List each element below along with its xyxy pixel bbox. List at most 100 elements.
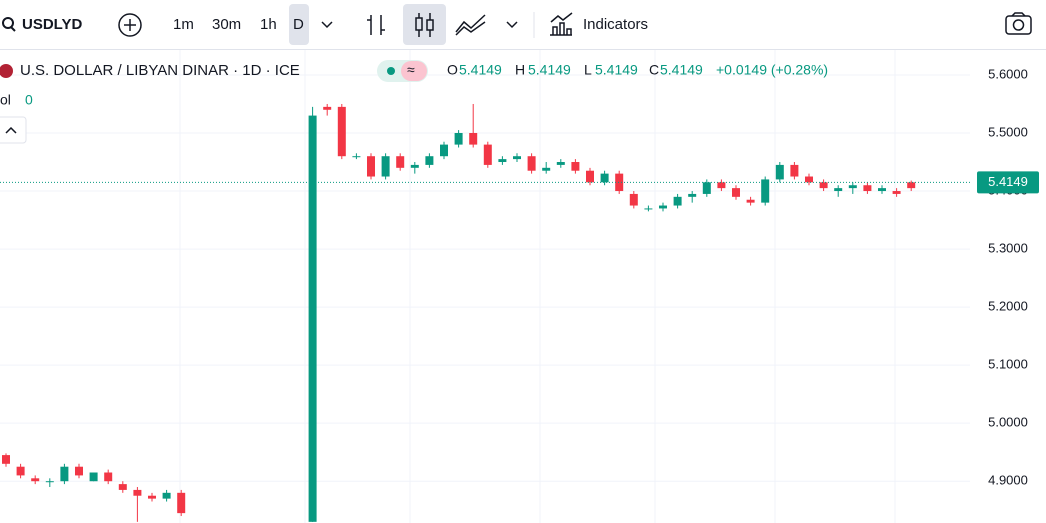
candle-body bbox=[702, 182, 711, 194]
last-price-label: 5.4149 bbox=[988, 174, 1028, 189]
data-status-icon: ≈ bbox=[407, 62, 415, 78]
candle-body bbox=[104, 472, 113, 482]
candle-body bbox=[556, 162, 565, 165]
y-tick-label: 4.9000 bbox=[988, 473, 1028, 488]
candle-style-button[interactable] bbox=[415, 13, 434, 37]
indicators-label[interactable]: Indicators bbox=[583, 16, 648, 33]
ohlc-value: 5.4149 bbox=[595, 62, 638, 78]
candle-body bbox=[673, 196, 682, 206]
candle-body bbox=[323, 106, 332, 110]
candle-body bbox=[527, 156, 536, 171]
candle-body bbox=[148, 495, 156, 499]
candle-body bbox=[644, 208, 653, 210]
candle-body bbox=[396, 156, 405, 168]
candle-body bbox=[746, 199, 755, 203]
candle-body bbox=[454, 132, 463, 145]
series-title: U.S. DOLLAR / LIBYAN DINAR · 1D · ICE bbox=[20, 62, 300, 79]
market-dot bbox=[387, 67, 395, 75]
candle-body bbox=[878, 188, 886, 192]
candle-body bbox=[60, 466, 69, 482]
candle-body bbox=[352, 156, 361, 158]
plot bbox=[0, 74, 970, 522]
candle-style-active-bg[interactable] bbox=[403, 4, 446, 45]
ohlc-value: 5.4149 bbox=[528, 62, 571, 78]
candle-body bbox=[513, 156, 521, 160]
y-tick-label: 5.5000 bbox=[988, 124, 1028, 139]
data-status[interactable] bbox=[401, 61, 427, 81]
symbol-search[interactable]: USDLYD bbox=[2, 16, 82, 33]
indicators-button[interactable]: Indicators bbox=[550, 12, 648, 36]
collapse-legend[interactable] bbox=[0, 116, 27, 144]
bar-style-button[interactable] bbox=[367, 15, 385, 35]
candle-body bbox=[805, 176, 813, 183]
candle-body bbox=[337, 106, 346, 157]
candle-body bbox=[863, 185, 872, 192]
candle-body bbox=[75, 466, 83, 476]
candle-body bbox=[381, 156, 390, 177]
last-price-badge bbox=[977, 171, 1039, 194]
y-tick-label: 5.1000 bbox=[988, 357, 1028, 372]
candle-body bbox=[907, 182, 916, 189]
symbol-flag bbox=[0, 64, 13, 78]
candle-body bbox=[848, 185, 857, 189]
ohlc-value: 5.4149 bbox=[459, 62, 502, 78]
y-tick-label: 5.0000 bbox=[988, 415, 1028, 430]
interval-active-bg bbox=[289, 4, 309, 45]
ohlc-value: 5.4149 bbox=[660, 62, 703, 78]
y-tick-label: 5.6000 bbox=[988, 66, 1028, 81]
interval[interactable]: 1m bbox=[173, 16, 194, 33]
candle-body bbox=[659, 205, 667, 209]
candle-body bbox=[45, 481, 54, 483]
style-dropdown[interactable] bbox=[506, 21, 518, 29]
candle-body bbox=[308, 115, 317, 522]
candle-body bbox=[469, 132, 478, 145]
candle-body bbox=[410, 164, 419, 168]
vertical-grid bbox=[179, 50, 896, 523]
candle-body bbox=[89, 472, 98, 482]
candle-body bbox=[717, 182, 726, 189]
candle-body bbox=[790, 164, 799, 177]
interval[interactable]: D bbox=[293, 16, 304, 33]
ohlc-label: H bbox=[515, 62, 525, 78]
candle-body bbox=[834, 188, 843, 192]
candle-body bbox=[571, 162, 580, 171]
candle-body bbox=[2, 455, 10, 464]
candle-body bbox=[31, 478, 40, 482]
candle-body bbox=[775, 164, 784, 180]
candle-body bbox=[542, 167, 551, 171]
candle-body bbox=[425, 156, 434, 165]
candle-body bbox=[498, 159, 507, 163]
candle-body bbox=[16, 466, 25, 476]
ohlc-label: C bbox=[649, 62, 659, 78]
candle-body bbox=[483, 144, 492, 165]
candle-body bbox=[177, 492, 186, 514]
y-tick-label: 5.3000 bbox=[988, 241, 1028, 256]
candle-body bbox=[133, 489, 142, 496]
candle-body bbox=[367, 156, 375, 177]
candle-body bbox=[586, 170, 594, 183]
compare-button[interactable] bbox=[118, 13, 142, 37]
candle-body bbox=[162, 492, 171, 499]
candle-body bbox=[892, 191, 901, 194]
y-tick-label: 5.2000 bbox=[988, 299, 1028, 314]
interval[interactable]: 1h bbox=[260, 16, 277, 33]
candle-body bbox=[819, 182, 828, 189]
candle-body bbox=[600, 173, 609, 183]
candle-body bbox=[440, 144, 448, 157]
candle-body bbox=[761, 179, 770, 203]
symbol[interactable]: USDLYD bbox=[22, 16, 82, 33]
candle-body bbox=[629, 193, 638, 206]
interval[interactable]: 30m bbox=[212, 16, 241, 33]
candle-body bbox=[732, 188, 740, 197]
candle-body bbox=[118, 484, 127, 490]
change: +0.0149 (+0.28%) bbox=[716, 62, 828, 78]
screenshot-button[interactable] bbox=[1005, 12, 1032, 35]
area-style-button[interactable] bbox=[455, 14, 486, 36]
interval-dropdown[interactable] bbox=[321, 21, 333, 29]
ohlc-label: L bbox=[584, 62, 592, 78]
candle-body bbox=[615, 173, 624, 192]
ohlc-label: O bbox=[447, 62, 458, 78]
volume-label: ol bbox=[0, 92, 11, 108]
candle-body bbox=[688, 193, 697, 197]
